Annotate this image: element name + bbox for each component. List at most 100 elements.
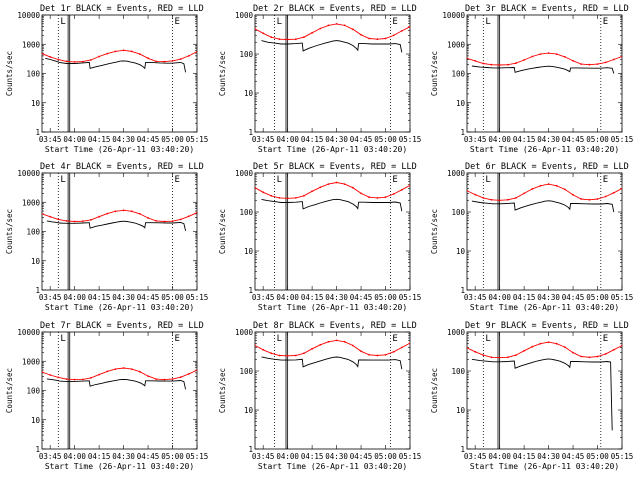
x-tick-label: 05:15 <box>611 135 634 144</box>
lld-point <box>531 188 534 190</box>
y-axis-title: Counts/sec <box>218 368 227 413</box>
series-group <box>42 367 197 390</box>
lld-point <box>81 60 84 63</box>
lld-point <box>467 347 468 349</box>
y-tick-label: 10000 <box>17 328 40 337</box>
lld-point <box>270 36 273 39</box>
x-tick-label: 03:45 <box>252 452 275 461</box>
marker-label: L <box>60 334 65 344</box>
lld-series-line <box>42 367 197 381</box>
lld-point <box>506 63 509 66</box>
lld-point <box>262 191 265 194</box>
lld-point <box>384 353 387 356</box>
x-axis-title: Start Time (26-Apr-11 03:40:20) <box>470 462 619 471</box>
y-tick-label: 1 <box>460 286 465 295</box>
y-tick-label: 1000 <box>235 169 254 178</box>
marker-label: L <box>485 175 490 185</box>
lld-point <box>155 378 158 380</box>
x-axis-title: Start Time (26-Apr-11 03:40:20) <box>470 145 619 154</box>
y-tick-label: 10 <box>456 247 466 256</box>
x-tick-label: 03:45 <box>39 293 62 302</box>
lld-point <box>555 342 558 345</box>
x-tick-label: 05:00 <box>374 293 397 302</box>
y-axis-title: Counts/sec <box>5 209 14 254</box>
lld-point <box>360 33 362 36</box>
x-tick-label: 05:15 <box>399 293 422 302</box>
y-axis-title: Counts/sec <box>5 51 14 96</box>
y-tick-label: 1 <box>460 445 465 454</box>
y-tick-label: 1 <box>35 445 40 454</box>
panel-title: Det 8r BLACK = Events, RED = LLD <box>253 321 417 331</box>
lld-point <box>564 188 566 191</box>
lld-point <box>490 198 493 201</box>
marker-label: L <box>277 17 282 27</box>
y-tick-label: 1000 <box>22 198 41 207</box>
y-tick-label: 1000 <box>235 11 254 20</box>
lld-point <box>294 354 297 357</box>
x-tick-label: 04:00 <box>488 452 511 461</box>
x-axis-title: Start Time (26-Apr-11 03:40:20) <box>45 462 194 471</box>
y-tick-label: 10 <box>31 257 41 266</box>
detector-panel-9: Det 9r BLACK = Events, RED = LLD L E 1 10 100… <box>430 321 633 471</box>
lld-point <box>547 341 550 343</box>
lld-point <box>49 56 52 58</box>
lld-point <box>155 60 158 63</box>
x-tick-label: 04:00 <box>63 135 86 144</box>
lld-series-line <box>467 183 622 201</box>
y-tick-label: 1000 <box>22 40 41 49</box>
lld-point <box>139 370 141 373</box>
lld-point <box>596 63 599 65</box>
lld-point <box>343 340 346 343</box>
marker-label: L <box>485 334 490 344</box>
lld-point <box>547 183 550 186</box>
x-tick-label: 04:30 <box>325 135 348 144</box>
x-tick-label: 04:15 <box>88 293 111 302</box>
x-tick-label: 04:00 <box>488 293 511 302</box>
x-tick-label: 04:30 <box>112 135 135 144</box>
lld-point <box>523 59 525 61</box>
series-group <box>255 23 410 53</box>
x-tick-label: 04:15 <box>301 135 324 144</box>
lld-point <box>57 58 60 61</box>
x-tick-label: 05:00 <box>161 452 184 461</box>
y-tick-label: 1000 <box>22 357 41 366</box>
lld-series-line <box>255 23 410 40</box>
lld-point <box>604 61 607 64</box>
x-tick-label: 04:30 <box>537 135 560 144</box>
lld-point <box>311 347 313 350</box>
detector-panel-4: Det 4r BLACK = Events, RED = LLD L E 1 10 100… <box>5 162 208 312</box>
lld-point <box>294 38 297 41</box>
lld-point <box>49 215 52 218</box>
lld-point <box>604 353 607 355</box>
panel-title: Det 2r BLACK = Events, RED = LLD <box>253 4 417 14</box>
y-tick-label: 10 <box>244 406 254 415</box>
lld-point <box>187 215 190 218</box>
plot-frame <box>466 172 623 291</box>
marker-label: L <box>277 175 282 185</box>
x-tick-label: 05:00 <box>586 293 609 302</box>
lld-point <box>42 371 43 373</box>
x-tick-label: 05:15 <box>611 293 634 302</box>
marker-label: E <box>392 17 397 27</box>
marker-label: L <box>60 175 65 185</box>
lld-point <box>498 64 501 66</box>
panel-title: Det 6r BLACK = Events, RED = LLD <box>465 162 629 172</box>
lld-point <box>65 378 68 380</box>
lld-point <box>73 61 76 63</box>
panel-title: Det 9r BLACK = Events, RED = LLD <box>465 321 629 331</box>
lld-point <box>90 377 92 379</box>
x-axis-title: Start Time (26-Apr-11 03:40:20) <box>258 462 407 471</box>
lld-point <box>139 213 141 215</box>
lld-point <box>498 199 501 202</box>
y-tick-label: 10 <box>456 406 466 415</box>
lld-point <box>335 181 338 184</box>
lld-point <box>179 376 182 379</box>
lld-point <box>572 60 574 62</box>
lld-point <box>580 63 583 65</box>
lld-point <box>400 346 403 349</box>
lld-point <box>482 354 485 356</box>
y-axis-title: Counts/sec <box>430 368 439 413</box>
x-tick-label: 04:30 <box>325 452 348 461</box>
x-tick-label: 04:00 <box>63 293 86 302</box>
detector-panel-2: Det 2r BLACK = Events, RED = LLD L E 1 10 100… <box>218 4 421 154</box>
